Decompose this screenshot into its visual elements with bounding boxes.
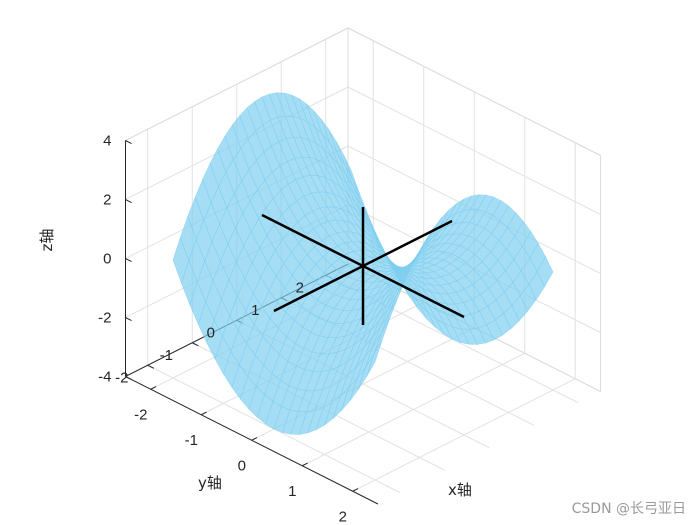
- z-axis-label: z轴: [38, 229, 56, 252]
- y-axis-label: y轴: [198, 474, 222, 492]
- y-tick-label: -2: [115, 369, 128, 386]
- surface-patch: [343, 154, 360, 194]
- x-tick-label: 1: [288, 483, 296, 500]
- z-tick-mark: [125, 317, 132, 322]
- x-tick-mark: [302, 462, 308, 467]
- x-tick-label: -1: [185, 432, 198, 449]
- y-tick-mark: [147, 364, 155, 369]
- box-edge: [125, 27, 349, 141]
- x-tick-mark: [150, 386, 157, 390]
- x-tick-label: 0: [238, 457, 246, 474]
- y-tick-label: 0: [207, 324, 215, 341]
- axis-lines: [261, 207, 465, 325]
- z-tick-label: 0: [103, 251, 111, 268]
- grid-line: [347, 86, 601, 215]
- x-tick-label: -2: [134, 406, 147, 423]
- z-tick-label: 2: [103, 192, 111, 209]
- y-tick-label: -1: [160, 347, 173, 364]
- z-tick-mark: [125, 199, 132, 204]
- y-tick-mark: [192, 342, 199, 347]
- z-tick-mark: [125, 376, 132, 381]
- x-tick-mark: [352, 488, 359, 492]
- x-tick-mark: [201, 411, 207, 416]
- z-tick-mark: [125, 258, 132, 263]
- z-tick-label: 4: [103, 133, 111, 150]
- x-tick-mark: [251, 437, 258, 441]
- z-tick-mark: [125, 140, 132, 145]
- box-edge: [347, 27, 601, 156]
- x-tick-label: 2: [339, 508, 347, 525]
- z-tick-label: -2: [98, 310, 111, 327]
- x-axis-label: x轴: [448, 481, 472, 499]
- watermark: CSDN @长弓亚日: [572, 501, 686, 517]
- y-tick-label: 2: [296, 279, 304, 296]
- saddle-surface: [172, 92, 554, 435]
- y-tick-label: 1: [251, 302, 259, 319]
- z-tick-label: -4: [98, 369, 111, 386]
